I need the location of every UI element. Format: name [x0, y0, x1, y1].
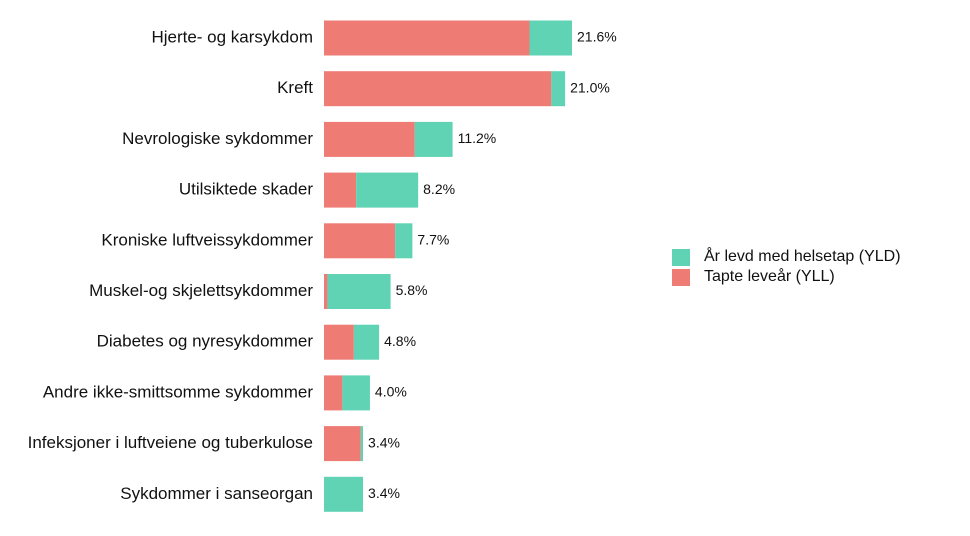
- total-label: 5.8%: [396, 282, 428, 298]
- bar-segment: [324, 121, 415, 157]
- bar-segment: [353, 324, 380, 360]
- category-label: Kroniske luftveissykdommer: [101, 230, 313, 249]
- bar-segment: [324, 71, 552, 107]
- total-label: 21.0%: [570, 79, 610, 95]
- total-label: 21.6%: [577, 29, 617, 45]
- category-label: Muskel-og skjelettsykdommer: [89, 281, 313, 300]
- bar-segment: [324, 172, 357, 208]
- bar-segment: [529, 20, 572, 56]
- legend-label: Tapte leveår (YLL): [704, 267, 835, 285]
- category-label: Hjerte- og karsykdom: [151, 27, 313, 46]
- bar-segment: [342, 375, 370, 411]
- total-label: 3.4%: [368, 485, 400, 501]
- bar-segment: [324, 274, 328, 309]
- bar-segment: [414, 121, 453, 157]
- bar-segment: [324, 223, 396, 259]
- legend-label: År levd med helsetap (YLD): [704, 246, 901, 265]
- bar-segment: [360, 426, 364, 462]
- category-label: Diabetes og nyresykdommer: [97, 332, 314, 351]
- bar-segment: [324, 20, 530, 56]
- legend-swatch: [672, 249, 690, 266]
- bar-segment: [395, 223, 413, 259]
- category-label: Infeksjoner i luftveiene og tuberkulose: [28, 433, 313, 452]
- bar-segment: [551, 71, 566, 107]
- category-label: Nevrologiske sykdommer: [122, 129, 313, 148]
- total-label: 11.2%: [458, 130, 497, 146]
- category-label: Andre ikke-smittsomme sykdommer: [43, 382, 314, 401]
- total-label: 3.4%: [368, 434, 400, 450]
- legend-swatch: [672, 269, 690, 286]
- bar-segment: [327, 274, 391, 309]
- bar-segment: [356, 172, 419, 208]
- bar-segment: [324, 324, 354, 360]
- bar-segment: [324, 476, 364, 512]
- bar-segment: [324, 375, 343, 411]
- total-label: 7.7%: [417, 232, 449, 248]
- category-label: Sykdommer i sanseorgan: [120, 484, 313, 503]
- bar-segment: [324, 426, 361, 462]
- total-label: 4.0%: [375, 384, 407, 400]
- total-label: 8.2%: [423, 181, 455, 197]
- category-label: Kreft: [277, 78, 313, 97]
- category-label: Utilsiktede skader: [179, 180, 314, 199]
- total-label: 4.8%: [384, 333, 416, 349]
